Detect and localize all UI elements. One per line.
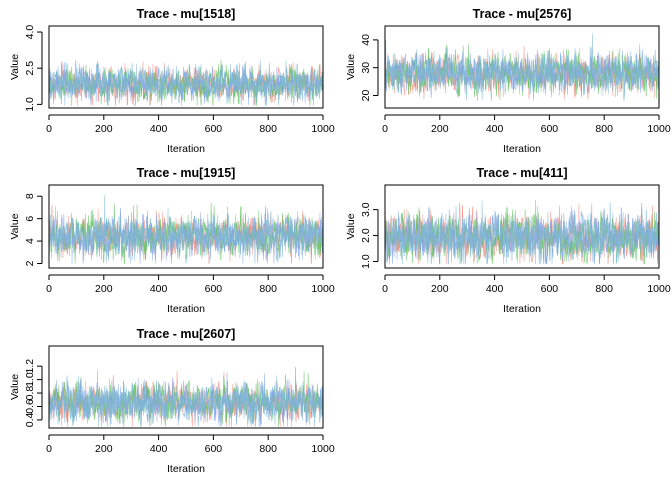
x-axis-label: Iteration (167, 143, 205, 155)
x-axis: 0 200 400 600 800 1000 (46, 434, 335, 455)
x-tick-label: 800 (595, 283, 613, 295)
x-tick-label: 1000 (311, 283, 335, 295)
x-tick-label: 400 (486, 283, 504, 295)
x-tick-label: 1000 (647, 123, 671, 135)
plot-frame (48, 184, 324, 269)
x-axis-label: Iteration (503, 143, 541, 155)
y-tick-label: 2 (24, 260, 36, 266)
trace-lines (49, 367, 323, 427)
trace-lines (385, 199, 659, 265)
y-axis-label: Value (9, 374, 21, 400)
y-tick-label: 0.4 (24, 412, 36, 427)
x-tick-label: 0 (46, 443, 52, 455)
x-axis: 0 200 400 600 800 1000 (46, 274, 335, 295)
y-tick-label: 6 (24, 216, 36, 222)
x-tick-label: 1000 (647, 283, 671, 295)
x-tick-label: 600 (205, 443, 223, 455)
y-axis: 1.0 2.0 3.0 (360, 202, 379, 269)
x-axis: 0 200 400 600 800 1000 (382, 274, 671, 295)
y-axis: 0.40.60.81.01.2 (24, 359, 43, 427)
trace-panel: 0 200 400 600 800 1000 1.0 2.0 3.0 Trace - mu[411… (345, 166, 671, 315)
plot-frame (48, 25, 324, 109)
y-tick-label: 8 (24, 193, 36, 199)
x-tick-label: 0 (46, 123, 52, 135)
chain-trace-line (49, 195, 323, 264)
y-axis: 1.0 2.5 4.0 (24, 25, 43, 112)
x-tick-label: 600 (205, 123, 223, 135)
x-tick-label: 600 (541, 123, 559, 135)
x-tick-label: 800 (259, 443, 277, 455)
plot-frame (384, 184, 660, 269)
chain-trace-line (49, 372, 323, 427)
chain-trace-line (49, 370, 323, 427)
chain-trace-line (49, 60, 323, 106)
y-axis-label: Value (345, 54, 357, 80)
panel-title: Trace - mu[1518] (137, 7, 236, 21)
chain-trace-line (385, 33, 659, 102)
trace-lines (385, 33, 659, 102)
y-axis-label: Value (9, 213, 21, 239)
panel-title: Trace - mu[411] (476, 166, 567, 180)
chain-trace-line (385, 200, 659, 265)
x-tick-label: 400 (150, 443, 168, 455)
x-tick-label: 0 (382, 123, 388, 135)
x-tick-label: 1000 (311, 443, 335, 455)
x-axis: 0 200 400 600 800 1000 (382, 114, 671, 135)
panel-title: Trace - mu[1915] (137, 166, 236, 180)
y-tick-label: 0.8 (24, 386, 36, 401)
x-tick-label: 600 (541, 283, 559, 295)
x-tick-label: 600 (205, 283, 223, 295)
x-tick-label: 200 (431, 283, 449, 295)
y-tick-label: 1.0 (360, 254, 372, 269)
y-tick-label: 4.0 (24, 25, 36, 40)
y-axis-label: Value (9, 54, 21, 80)
x-tick-label: 0 (46, 283, 52, 295)
y-tick-label: 4 (24, 238, 36, 244)
x-tick-label: 800 (595, 123, 613, 135)
y-tick-label: 2.5 (24, 61, 36, 76)
y-axis: 20 30 40 (360, 34, 379, 101)
x-tick-label: 0 (382, 283, 388, 295)
x-axis: 0 200 400 600 800 1000 (46, 114, 335, 135)
y-tick-label: 1.0 (24, 372, 36, 387)
x-tick-label: 800 (259, 283, 277, 295)
x-tick-label: 1000 (311, 123, 335, 135)
y-tick-label: 30 (360, 62, 372, 74)
trace-panel: 0 200 400 600 800 1000 20 30 40 Trace - mu[2576] I… (345, 7, 671, 155)
x-tick-label: 800 (259, 123, 277, 135)
plot-frame (48, 345, 324, 429)
y-tick-label: 1.0 (24, 97, 36, 112)
trace-panel: 0 200 400 600 800 1000 0.40.60.81.01.2 Trace - … (9, 327, 335, 475)
plot-frame (384, 25, 660, 109)
panel-title: Trace - mu[2607] (137, 327, 236, 341)
y-tick-label: 3.0 (360, 202, 372, 217)
x-tick-label: 200 (95, 443, 113, 455)
y-tick-label: 1.2 (24, 359, 36, 374)
y-tick-label: 20 (360, 89, 372, 101)
x-tick-label: 200 (95, 283, 113, 295)
y-axis: 2 4 6 8 (24, 193, 43, 266)
x-axis-label: Iteration (503, 303, 541, 315)
x-tick-label: 400 (486, 123, 504, 135)
x-tick-label: 200 (431, 123, 449, 135)
x-tick-label: 400 (150, 283, 168, 295)
trace-panel: 0 200 400 600 800 1000 1.0 2.5 4.0 Trace - mu[151… (9, 7, 335, 155)
y-tick-label: 0.6 (24, 399, 36, 414)
x-tick-label: 400 (150, 123, 168, 135)
y-tick-label: 40 (360, 34, 372, 46)
trace-lines (49, 195, 323, 264)
panel-title: Trace - mu[2576] (473, 7, 572, 21)
x-axis-label: Iteration (167, 463, 205, 475)
y-tick-label: 2.0 (360, 228, 372, 243)
x-tick-label: 200 (95, 123, 113, 135)
y-axis-label: Value (345, 213, 357, 239)
x-axis-label: Iteration (167, 303, 205, 315)
trace-lines (49, 59, 323, 106)
trace-panel: 0 200 400 600 800 1000 2 4 6 8 Trace - mu[1915] Ite… (9, 166, 335, 315)
